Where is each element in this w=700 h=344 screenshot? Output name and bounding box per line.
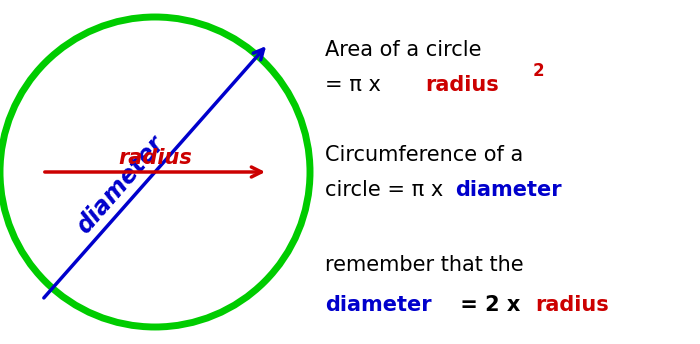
Text: Area of a circle: Area of a circle — [325, 40, 482, 60]
Text: remember that the: remember that the — [325, 255, 524, 275]
Text: radius: radius — [425, 75, 498, 95]
Text: radius: radius — [118, 148, 192, 168]
Text: 2: 2 — [533, 62, 545, 80]
Text: = π x: = π x — [325, 75, 388, 95]
Text: diameter: diameter — [325, 295, 432, 315]
Text: diameter: diameter — [71, 132, 169, 238]
Text: radius: radius — [535, 295, 609, 315]
Text: circle = π x: circle = π x — [325, 180, 450, 200]
Text: Circumference of a: Circumference of a — [325, 145, 524, 165]
Text: diameter: diameter — [455, 180, 561, 200]
Text: = 2 x: = 2 x — [453, 295, 528, 315]
